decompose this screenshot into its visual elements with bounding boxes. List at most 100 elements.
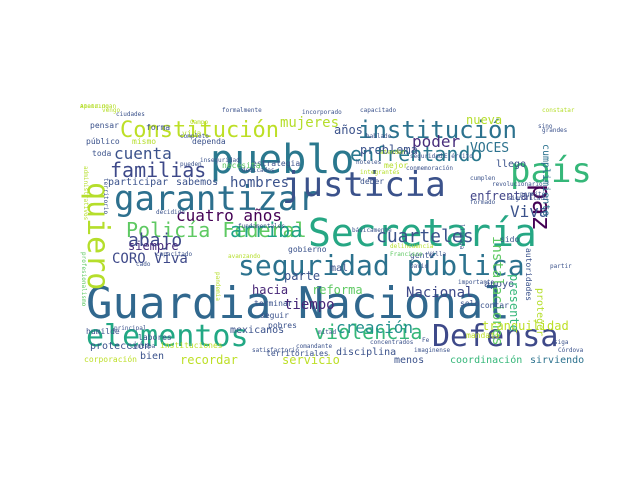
cloud-word: mandato [466,331,500,340]
cloud-word: dedicados [242,167,275,174]
cloud-word: sirviendo [530,355,585,366]
cloud-word: bien [140,351,165,362]
cloud-word: cumplimiento [540,144,551,217]
cloud-word: menos [394,355,425,366]
cloud-word: sino [538,123,553,130]
cloud-word: Defensa [432,319,559,354]
cloud-word: concentrados [370,339,414,346]
cloud-word: enfrentando [350,142,483,166]
cloud-word: violencia [314,320,423,344]
cloud-word: pueblo [210,137,355,183]
cloud-word: Secretaría [308,211,537,255]
cloud-word: dependa [192,137,226,146]
cloud-word: recordar [180,353,238,367]
cloud-word: autoridades [524,248,533,301]
cloud-word: pobres [268,321,297,330]
cloud-word: estrategia [252,159,301,168]
cloud-word: administrativos [82,166,89,221]
cloud-word: siga [554,339,569,346]
cloud-word: Guardia Nacional [86,278,510,329]
cloud-word: hablado [366,133,392,140]
cloud-word: revolucionario [492,181,543,188]
cloud-word: satisfactorio [252,347,299,354]
cloud-word: incorporado [302,109,342,116]
cloud-word: arriba [230,218,303,242]
cloud-word: cuarteles [376,226,474,247]
cloud-word: pueden [180,161,202,168]
cloud-word: pensar [90,121,119,130]
cloud-word: CORO Viva [112,251,188,267]
cloud-word: corporación [84,355,137,364]
cloud-word: vengo [102,107,121,114]
cloud-word: Nacional [406,285,474,301]
cloud-word: sabemos [176,177,219,188]
cloud-word: cumplen [470,175,496,182]
cloud-word: contaba [130,343,156,350]
cloud-word: problema [360,143,418,157]
cloud-word: mismo [132,137,157,146]
cloud-word: conmemoración [406,165,453,172]
cloud-word: labores [138,333,172,342]
cloud-word: importante [458,279,495,286]
cloud-word: territorio [102,178,109,215]
cloud-word: formado [470,199,496,206]
cloud-word: llego [496,159,527,170]
cloud-word: atendido [80,104,109,110]
cloud-word: Fe [422,337,430,344]
cloud-word: significado [508,195,548,202]
cloud-word: inseguridad [200,157,240,164]
cloud-word: gobierno [288,245,327,254]
cloud-word: protección [90,341,151,352]
cloud-word: Campo [190,119,209,126]
cloud-word: mejor [384,161,409,170]
cloud-word: seguir [260,311,289,320]
cloud-word: elementos [86,319,249,354]
cloud-word: avanzando [228,253,261,260]
cloud-word: hacia [252,283,289,297]
cloud-word: hoteles [356,159,382,166]
cloud-word: permite [520,191,546,198]
cloud-word: territoriales [266,349,329,358]
cloud-word: delincuencia [390,243,434,250]
cloud-word: servicio [282,353,340,367]
cloud-word: principal [114,325,147,332]
cloud-word: cuatro años [176,206,282,225]
cloud-word: tranquilidad [482,319,569,333]
cloud-word: integrantes [360,169,400,176]
cloud-word: Francisco [390,251,423,258]
cloud-word: justicia [282,165,446,205]
cloud-word: Villa [428,251,447,258]
cloud-word: poder [412,132,461,151]
cloud-word: familias [110,158,207,182]
cloud-word: quiero [80,182,115,291]
cloud-word: pandemia [214,272,221,301]
cloud-word: David [410,263,429,270]
cloud-word: instalaciones [489,236,505,346]
cloud-word: disciplina [336,347,397,358]
cloud-word: partir [550,263,572,270]
cloud-word: cado [136,261,151,268]
cloud-word: sido [500,235,520,244]
cloud-word: grandes [542,127,568,134]
cloud-word: completo [180,133,209,140]
cloud-word: llamada [458,224,465,250]
cloud-word: básicamente [352,227,392,234]
cloud-word: institución [358,116,517,144]
cloud-word: mitad [318,329,337,336]
cloud-word: creación [336,318,414,337]
cloud-word: seguridad pública [238,249,525,282]
cloud-word: público [86,137,120,146]
cloud-word: mujeres [280,115,340,131]
cloud-word: presente [507,274,521,332]
cloud-word: formalmente [222,107,262,114]
cloud-word: apoyo [484,279,515,290]
cloud-word: tiempo [284,297,335,313]
cloud-word: parte [284,269,321,283]
cloud-word: gente [410,251,435,260]
cloud-word: necesita [222,161,261,170]
cloud-word: Constitución [120,118,279,143]
cloud-word: deber [360,177,385,186]
cloud-word: abajo [128,230,183,251]
cloud-word: atender [380,149,406,156]
cloud-word: ciudades [116,111,145,118]
